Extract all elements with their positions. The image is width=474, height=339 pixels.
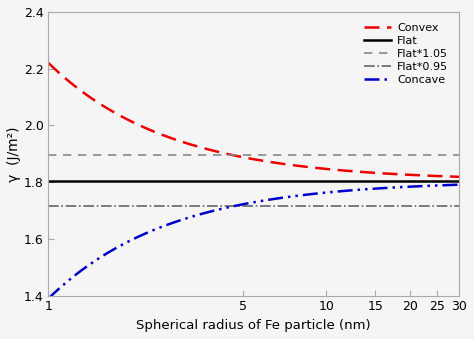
Convex	[117, 114, 122, 118]
Concave	[221, 206, 227, 211]
Concave	[456, 183, 462, 187]
Legend: Convex, Flat, Flat*1.05, Flat*0.95, Concave: Convex, Flat, Flat*1.05, Flat*0.95, Conc…	[358, 18, 454, 90]
Y-axis label: γ  (J/m²): γ (J/m²)	[7, 126, 21, 182]
Flat*0.95	[46, 204, 51, 208]
Concave	[448, 183, 454, 187]
Convex	[448, 175, 454, 179]
Convex	[404, 173, 410, 177]
Convex	[46, 61, 51, 65]
Concave	[117, 244, 122, 248]
Convex	[203, 147, 209, 151]
Concave	[46, 297, 51, 301]
Concave	[92, 259, 98, 263]
Flat*1.05	[46, 153, 51, 157]
Flat	[46, 179, 51, 183]
Concave	[203, 211, 209, 215]
X-axis label: Spherical radius of Fe particle (nm): Spherical radius of Fe particle (nm)	[137, 319, 371, 332]
Line: Concave: Concave	[48, 185, 459, 299]
Convex	[92, 99, 98, 103]
Convex	[456, 175, 462, 179]
Convex	[221, 151, 227, 155]
Line: Convex: Convex	[48, 63, 459, 177]
Concave	[404, 185, 410, 189]
